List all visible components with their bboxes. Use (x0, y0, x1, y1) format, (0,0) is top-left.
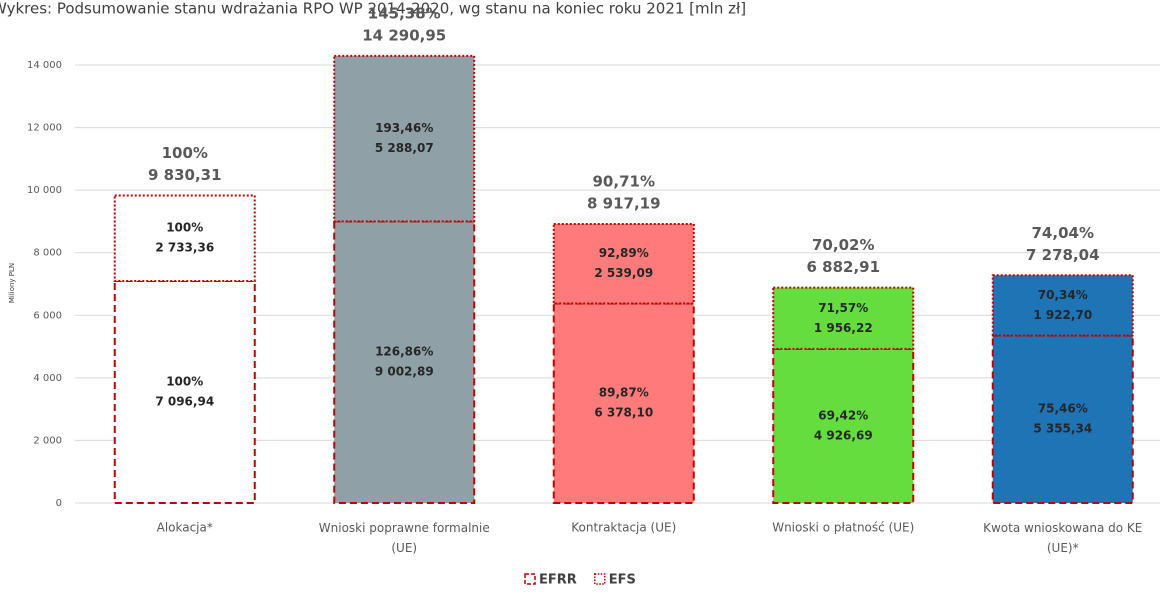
y-tick-label: 12 000 (27, 123, 62, 134)
percent-label: 100% (166, 374, 203, 388)
percent-label: 92,89% (599, 246, 649, 260)
bar-segment (991, 274, 1134, 337)
percent-label: 100% (166, 221, 203, 235)
y-tick-label: 6 000 (33, 310, 62, 321)
total-percent-label: 100% (162, 144, 208, 162)
value-label: 5 355,34 (1033, 422, 1092, 436)
bar-segment (552, 302, 695, 504)
x-tick-label: Kontraktacja (UE) (571, 521, 676, 535)
y-tick-label: 4 000 (33, 373, 62, 384)
percent-label: 71,57% (818, 301, 868, 315)
percent-label: 89,87% (599, 386, 649, 400)
percent-label: 75,46% (1038, 402, 1088, 416)
legend-label: EFRR (539, 573, 577, 588)
value-label: 1 922,70 (1033, 308, 1092, 322)
y-axis-label: Miliony PLN (8, 263, 16, 303)
bar-segment (552, 223, 695, 305)
percent-label: 69,42% (818, 408, 868, 422)
bar-segment (113, 279, 256, 504)
bar-segment (113, 194, 256, 282)
total-percent-label: 74,04% (1032, 224, 1094, 242)
value-label: 7 096,94 (155, 394, 214, 408)
value-label: 2 539,09 (594, 266, 653, 280)
bar-segment (333, 54, 476, 223)
total-label: 7 278,04 (1026, 246, 1100, 264)
percent-label: 193,46% (375, 121, 433, 135)
total-label: 8 917,19 (587, 195, 661, 213)
value-label: 2 733,36 (155, 241, 214, 255)
percent-label: 70,34% (1038, 288, 1088, 302)
x-tick-label: Wnioski o płatność (UE) (772, 521, 914, 535)
legend-label: EFS (609, 573, 636, 588)
bar-segment (991, 334, 1134, 505)
value-label: 1 956,22 (814, 321, 873, 335)
bar-segment (333, 220, 476, 504)
value-label: 6 378,10 (594, 406, 653, 420)
bar-segment (772, 286, 915, 350)
y-tick-label: 14 000 (27, 60, 62, 71)
percent-label: 126,86% (375, 345, 433, 359)
value-label: 5 288,07 (375, 141, 434, 155)
y-tick-label: 8 000 (33, 248, 62, 259)
total-label: 14 290,95 (362, 26, 446, 44)
total-label: 6 882,91 (806, 258, 880, 276)
total-percent-label: 145,38% (368, 4, 441, 22)
y-tick-label: 2 000 (33, 435, 62, 446)
y-tick-label: 10 000 (27, 185, 62, 196)
value-label: 4 926,69 (814, 428, 873, 442)
legend-swatch (594, 573, 606, 585)
x-tick-label: Kwota wnioskowana do KE (UE)* (983, 521, 1142, 555)
x-tick-label: Alokacja* (157, 521, 213, 535)
total-percent-label: 90,71% (593, 173, 655, 191)
chart-title: Wykres: Podsumowanie stanu wdrażania RPO… (0, 0, 746, 18)
bar-segment (772, 347, 915, 504)
x-tick-label: Wnioski poprawne formalnie (UE) (319, 521, 490, 555)
legend-swatch (524, 573, 536, 585)
value-label: 9 002,89 (375, 365, 434, 379)
total-percent-label: 70,02% (812, 236, 874, 254)
y-tick-label: 0 (56, 498, 62, 509)
total-label: 9 830,31 (148, 166, 222, 184)
